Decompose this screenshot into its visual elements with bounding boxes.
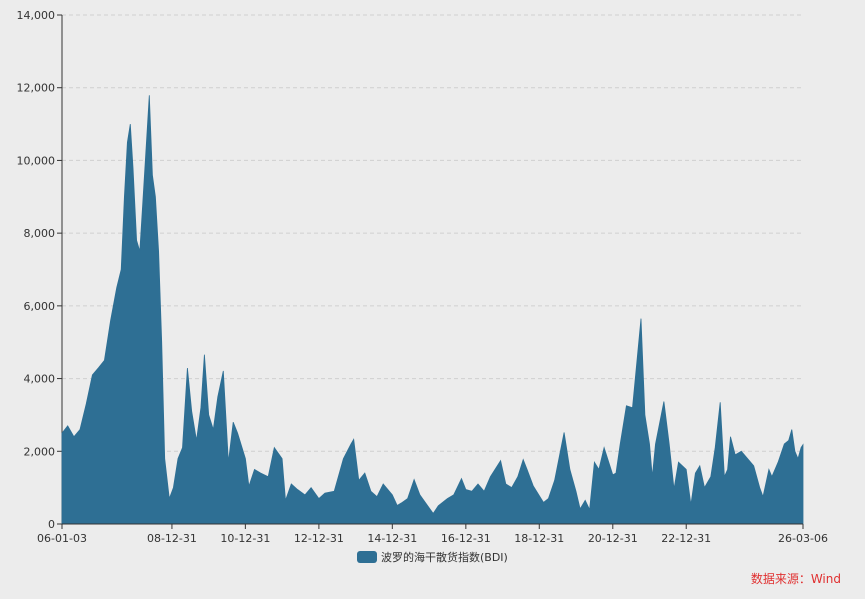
x-tick-label: 12-12-31 bbox=[294, 532, 344, 545]
y-tick-label: 10,000 bbox=[17, 154, 56, 167]
x-tick-label: 10-12-31 bbox=[220, 532, 270, 545]
y-tick-label: 14,000 bbox=[17, 9, 56, 22]
y-axis: 0 2,000 4,000 6,000 8,000 10,000 12,000 14,000 bbox=[17, 9, 63, 531]
y-tick-label: 8,000 bbox=[24, 227, 56, 240]
x-tick-label: 20-12-31 bbox=[588, 532, 638, 545]
legend[interactable]: 波罗的海干散货指数(BDI) bbox=[357, 550, 508, 564]
x-tick-label: 26-03-06 bbox=[778, 532, 828, 545]
y-tick-label: 6,000 bbox=[24, 300, 56, 313]
x-axis: 06-01-03 08-12-31 10-12-31 12-12-31 14-12-31… bbox=[37, 523, 828, 545]
legend-swatch[interactable] bbox=[357, 551, 377, 563]
x-tick-label: 08-12-31 bbox=[147, 532, 197, 545]
y-tick-label: 4,000 bbox=[24, 373, 56, 386]
x-tick-label: 22-12-31 bbox=[661, 532, 711, 545]
plot-area bbox=[61, 95, 804, 525]
x-tick-label: 16-12-31 bbox=[441, 532, 491, 545]
x-tick-label: 18-12-31 bbox=[514, 532, 564, 545]
grid-lines bbox=[62, 14, 803, 452]
y-tick-label: 2,000 bbox=[24, 445, 56, 458]
y-tick-label: 0 bbox=[48, 518, 55, 531]
bdi-area-series bbox=[61, 95, 804, 525]
data-source-note: 数据来源：Wind bbox=[750, 572, 841, 586]
y-tick-label: 12,000 bbox=[17, 82, 56, 95]
legend-label[interactable]: 波罗的海干散货指数(BDI) bbox=[381, 550, 508, 564]
x-tick-label: 06-01-03 bbox=[37, 532, 87, 545]
x-tick-label: 14-12-31 bbox=[367, 532, 417, 545]
